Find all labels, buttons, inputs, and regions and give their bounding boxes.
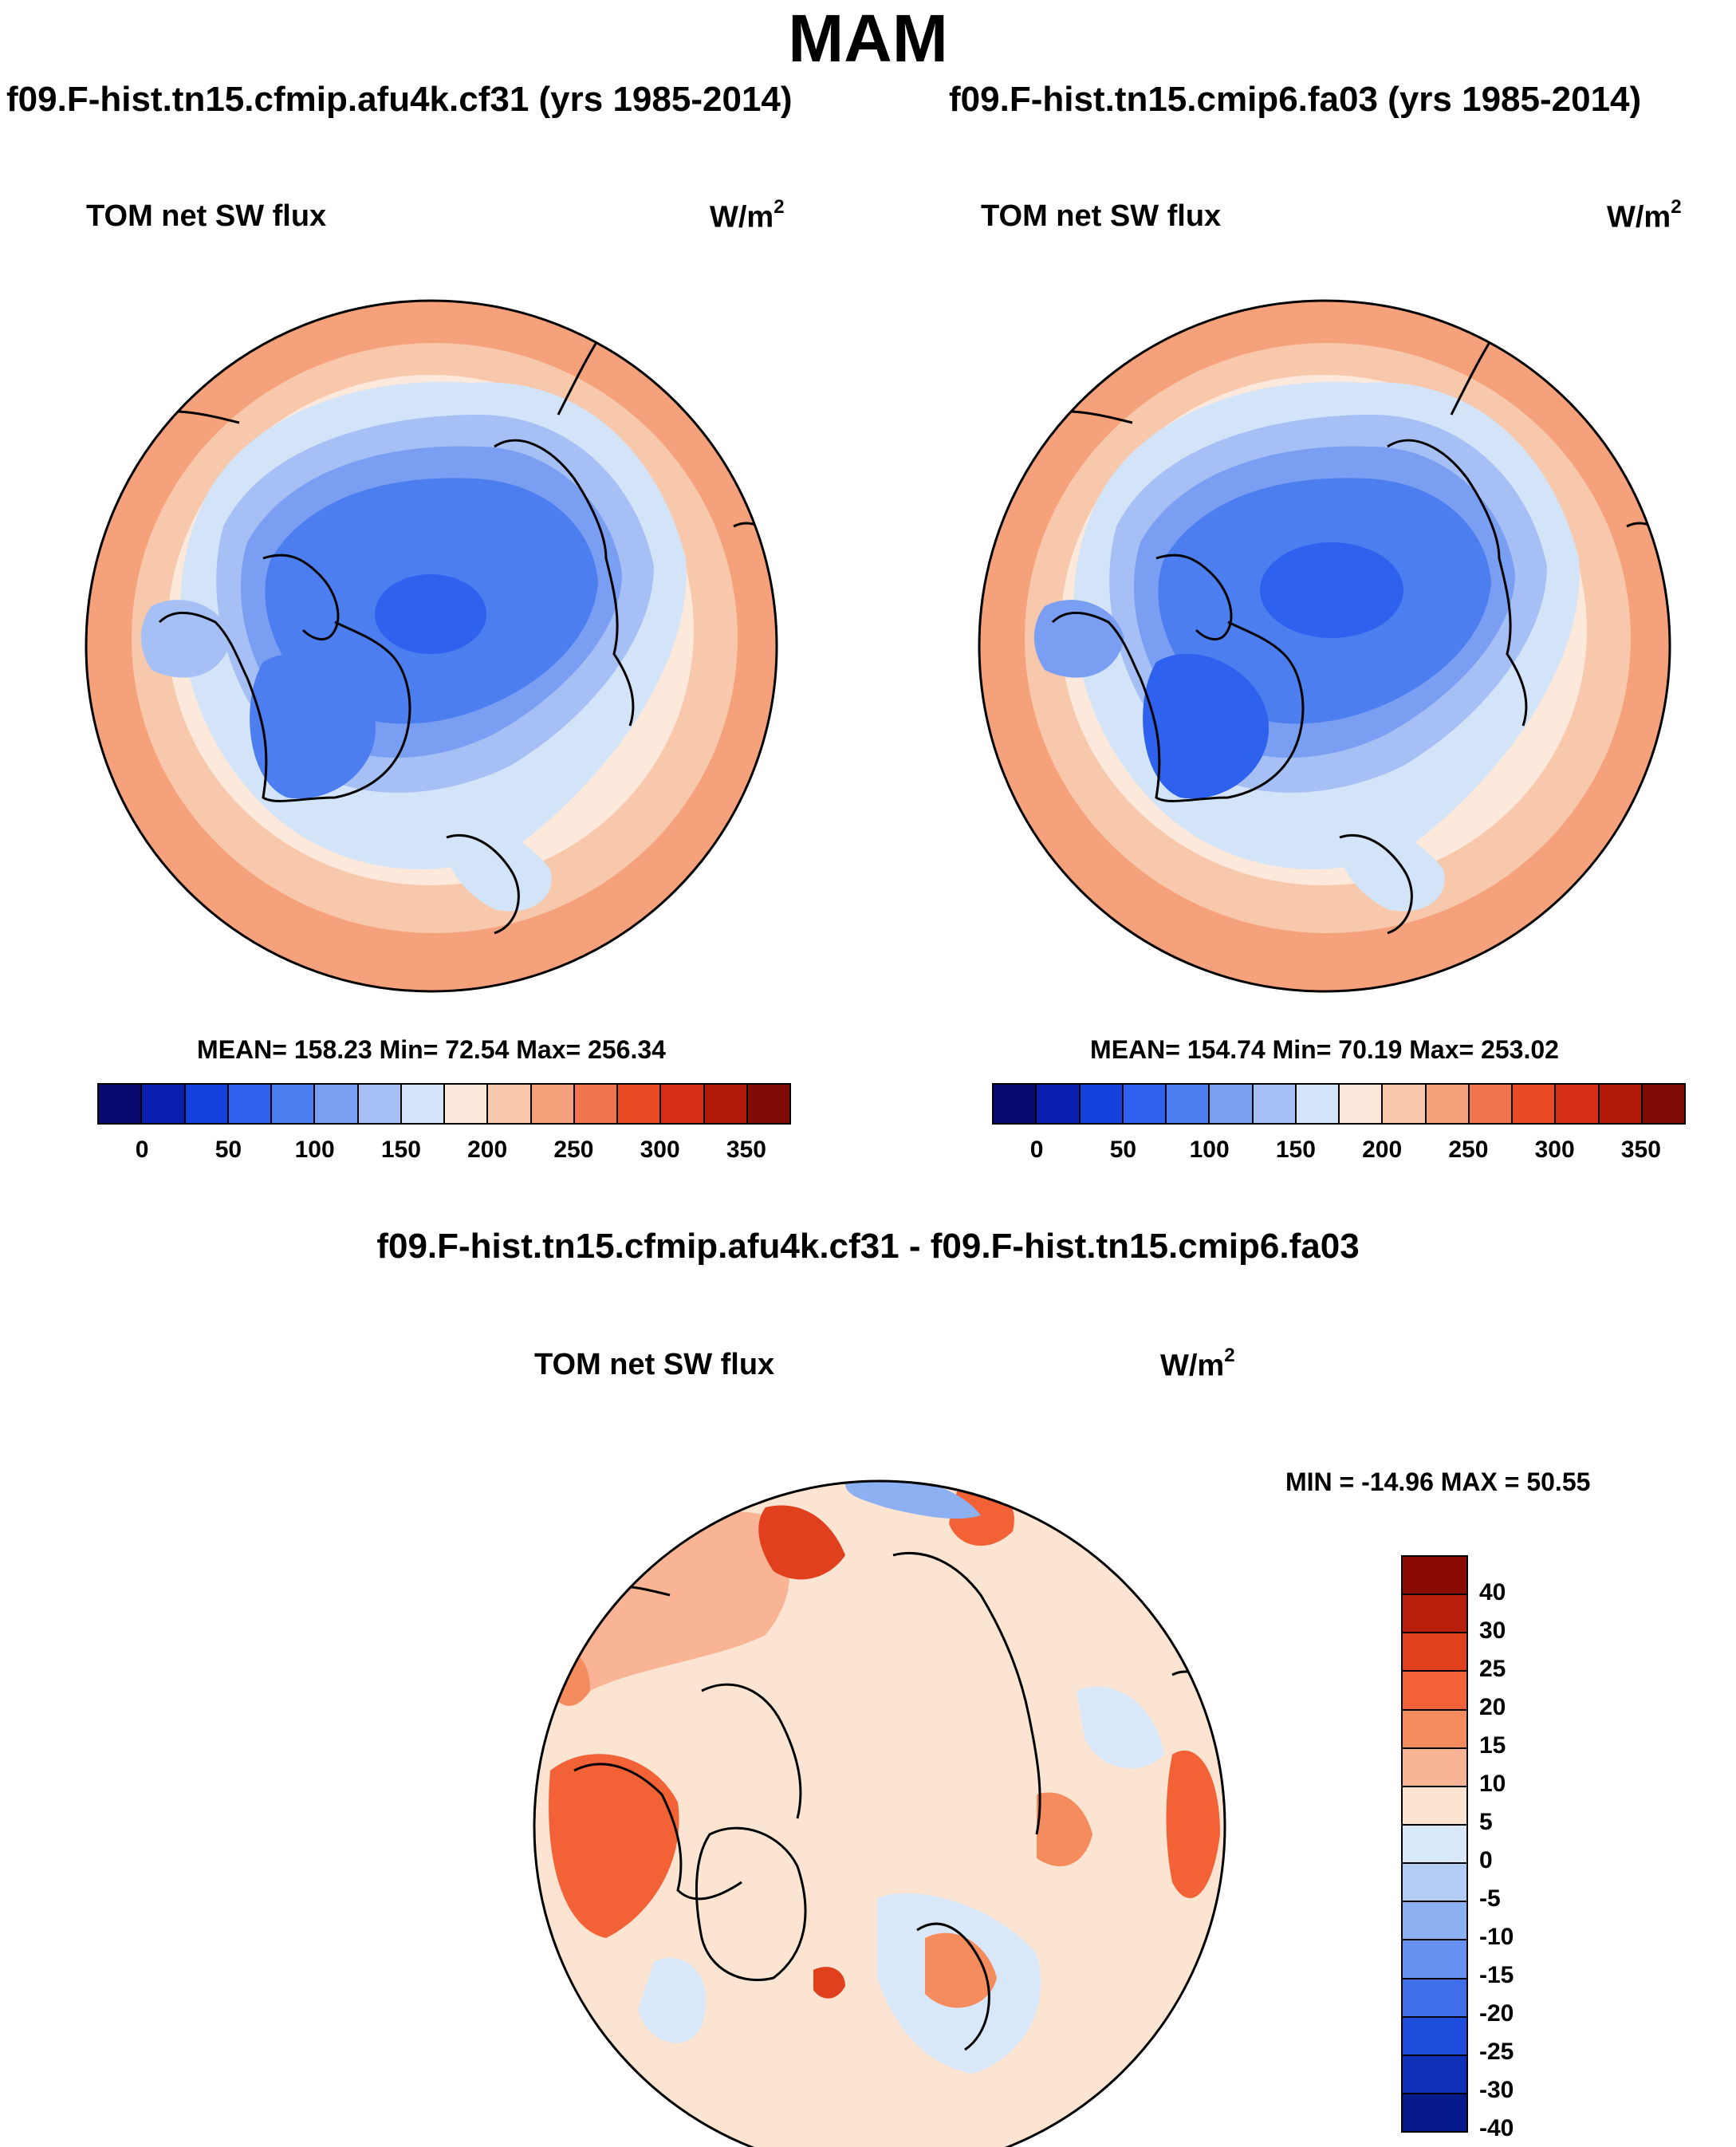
colorbar-tick-label: 350 xyxy=(1620,1137,1661,1163)
panel-right-units-label: W/m2 xyxy=(1607,196,1682,234)
colorbar-swatch xyxy=(1403,2054,1466,2093)
colorbar-tick-label: 15 xyxy=(1479,1732,1506,1759)
colorbar-tick-label: 10 xyxy=(1479,1771,1506,1797)
diff-variable-label: TOM net SW flux xyxy=(534,1348,775,1381)
colorbar-tick-label: 150 xyxy=(380,1137,421,1163)
colorbar-tick-label: -10 xyxy=(1479,1924,1514,1950)
colorbar-swatch xyxy=(1403,1708,1466,1747)
diff-units-label: W/m2 xyxy=(1160,1345,1235,1383)
colorbar-swatch xyxy=(1597,1085,1641,1123)
colorbar-swatch xyxy=(226,1085,270,1123)
colorbar-swatch xyxy=(99,1085,141,1123)
colorbar-swatch xyxy=(443,1085,487,1123)
colorbar-tick-label: -15 xyxy=(1479,1962,1514,1988)
colorbar-right-ticks: 0 50 100 150 200 250 300 350 xyxy=(992,1137,1686,1168)
colorbar-swatch xyxy=(1403,1594,1466,1633)
colorbar-tick-label: 200 xyxy=(467,1137,508,1163)
panel-right-variable-label: TOM net SW flux xyxy=(981,199,1222,233)
colorbar-swatch xyxy=(313,1085,357,1123)
colorbar-swatch xyxy=(486,1085,530,1123)
colorbar-swatch xyxy=(1381,1085,1425,1123)
colorbar-tick-label: 30 xyxy=(1479,1617,1506,1644)
colorbar-diff xyxy=(1401,1555,1468,2133)
colorbar-tick-label: 350 xyxy=(726,1137,766,1163)
colorbar-swatch xyxy=(1403,1862,1466,1901)
colorbar-swatch xyxy=(746,1085,789,1123)
colorbar-swatch xyxy=(994,1085,1036,1123)
colorbar-swatch xyxy=(1403,1557,1466,1594)
panel-left-stats: MEAN= 158.23 Min= 72.54 Max= 256.34 xyxy=(197,1035,666,1064)
panel-left-variable-label: TOM net SW flux xyxy=(86,199,327,233)
colorbar-diff-ticks: 40 30 25 20 15 10 5 0 -5 -10 -15 -20 -25 -30 -40 xyxy=(1479,1555,1575,2141)
diff-minmax-label: MIN = -14.96 MAX = 50.55 xyxy=(1285,1467,1591,1496)
colorbar-swatch xyxy=(1403,1977,1466,2016)
panel-right-case-title: f09.F-hist.tn15.cmip6.fa03 (yrs 1985-201… xyxy=(949,80,1642,119)
colorbar-swatch xyxy=(400,1085,443,1123)
colorbar-tick-label: 25 xyxy=(1479,1656,1506,1682)
diff-panel-title: f09.F-hist.tn15.cfmip.afu4k.cf31 - f09.F… xyxy=(376,1227,1360,1266)
colorbar-swatch xyxy=(1078,1085,1122,1123)
colorbar-swatch xyxy=(1403,1747,1466,1786)
colorbar-swatch xyxy=(1403,1823,1466,1863)
colorbar-tick-label: 150 xyxy=(1275,1137,1316,1163)
colorbar-tick-label: 0 xyxy=(135,1137,149,1163)
colorbar-tick-label: 250 xyxy=(553,1137,594,1163)
colorbar-tick-label: 0 xyxy=(1479,1847,1493,1873)
colorbar-swatch xyxy=(1165,1085,1209,1123)
colorbar-swatch xyxy=(1403,2015,1466,2054)
colorbar-swatch xyxy=(1554,1085,1598,1123)
colorbar-swatch xyxy=(1403,2092,1466,2132)
colorbar-swatch xyxy=(573,1085,616,1123)
colorbar-swatch xyxy=(1424,1085,1468,1123)
colorbar-left-ticks: 0 50 100 150 200 250 300 350 xyxy=(97,1137,791,1168)
colorbar-tick-label: 250 xyxy=(1448,1137,1489,1163)
colorbar-swatch xyxy=(1403,1939,1466,1978)
colorbar-swatch xyxy=(1640,1085,1684,1123)
colorbar-tick-label: 40 xyxy=(1479,1579,1506,1605)
colorbar-swatch xyxy=(1294,1085,1338,1123)
colorbar-swatch xyxy=(1251,1085,1295,1123)
colorbar-swatch xyxy=(1035,1085,1079,1123)
colorbar-swatch xyxy=(183,1085,227,1123)
colorbar-tick-label: -25 xyxy=(1479,2039,1514,2065)
colorbar-swatch xyxy=(356,1085,400,1123)
colorbar-left xyxy=(97,1083,791,1125)
colorbar-tick-label: -20 xyxy=(1479,2000,1514,2027)
colorbar-tick-label: 5 xyxy=(1479,1809,1493,1835)
colorbar-tick-label: 100 xyxy=(1189,1137,1230,1163)
colorbar-swatch xyxy=(616,1085,660,1123)
colorbar-tick-label: 100 xyxy=(294,1137,335,1163)
colorbar-swatch xyxy=(1403,1670,1466,1709)
colorbar-tick-label: 300 xyxy=(1534,1137,1575,1163)
colorbar-swatch xyxy=(1338,1085,1382,1123)
colorbar-swatch xyxy=(1403,1785,1466,1824)
colorbar-tick-label: 200 xyxy=(1362,1137,1403,1163)
colorbar-swatch xyxy=(659,1085,703,1123)
panel-right-stats: MEAN= 154.74 Min= 70.19 Max= 253.02 xyxy=(1090,1035,1559,1064)
figure-title: MAM xyxy=(788,1,948,76)
colorbar-tick-label: 50 xyxy=(1109,1137,1137,1163)
colorbar-tick-label: 20 xyxy=(1479,1694,1506,1720)
colorbar-swatch xyxy=(1467,1085,1511,1123)
colorbar-right xyxy=(992,1083,1686,1125)
colorbar-tick-label: 300 xyxy=(640,1137,680,1163)
colorbar-tick-label: -5 xyxy=(1479,1885,1501,1912)
colorbar-swatch xyxy=(1511,1085,1555,1123)
panel-left-case-title: f09.F-hist.tn15.cfmip.afu4k.cf31 (yrs 19… xyxy=(6,80,793,119)
colorbar-swatch xyxy=(529,1085,573,1123)
colorbar-tick-label: 0 xyxy=(1029,1137,1044,1163)
colorbar-tick-label: -40 xyxy=(1479,2115,1514,2141)
colorbar-swatch xyxy=(140,1085,184,1123)
colorbar-tick-label: -30 xyxy=(1479,2077,1514,2103)
colorbar-swatch xyxy=(1208,1085,1252,1123)
colorbar-tick-label: 50 xyxy=(215,1137,242,1163)
panel-left-units-label: W/m2 xyxy=(710,196,785,234)
colorbar-swatch xyxy=(703,1085,746,1123)
colorbar-swatch xyxy=(270,1085,314,1123)
colorbar-swatch xyxy=(1403,1901,1466,1940)
colorbar-swatch xyxy=(1403,1632,1466,1671)
colorbar-swatch xyxy=(1121,1085,1165,1123)
